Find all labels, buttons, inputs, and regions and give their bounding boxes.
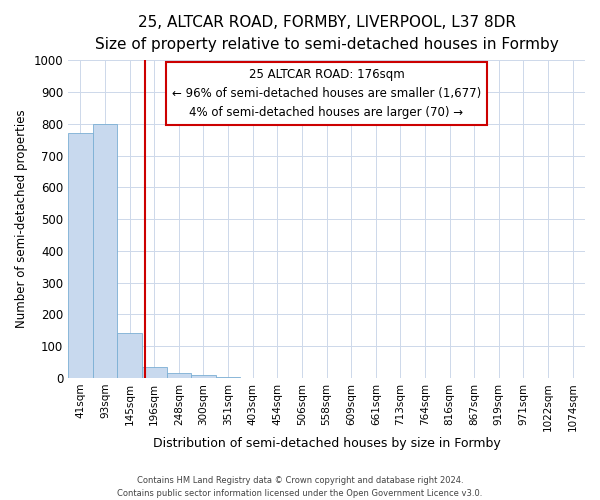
Text: 25 ALTCAR ROAD: 176sqm
← 96% of semi-detached houses are smaller (1,677)
4% of s: 25 ALTCAR ROAD: 176sqm ← 96% of semi-det… <box>172 68 481 120</box>
Bar <box>216 376 241 378</box>
Bar <box>117 334 142 378</box>
Bar <box>191 376 216 378</box>
Text: Contains HM Land Registry data © Crown copyright and database right 2024.
Contai: Contains HM Land Registry data © Crown c… <box>118 476 482 498</box>
Bar <box>68 134 92 378</box>
Bar <box>92 124 117 378</box>
X-axis label: Distribution of semi-detached houses by size in Formby: Distribution of semi-detached houses by … <box>152 437 500 450</box>
Bar <box>167 373 191 378</box>
Y-axis label: Number of semi-detached properties: Number of semi-detached properties <box>15 110 28 328</box>
Title: 25, ALTCAR ROAD, FORMBY, LIVERPOOL, L37 8DR
Size of property relative to semi-de: 25, ALTCAR ROAD, FORMBY, LIVERPOOL, L37 … <box>95 15 559 52</box>
Bar <box>142 367 167 378</box>
